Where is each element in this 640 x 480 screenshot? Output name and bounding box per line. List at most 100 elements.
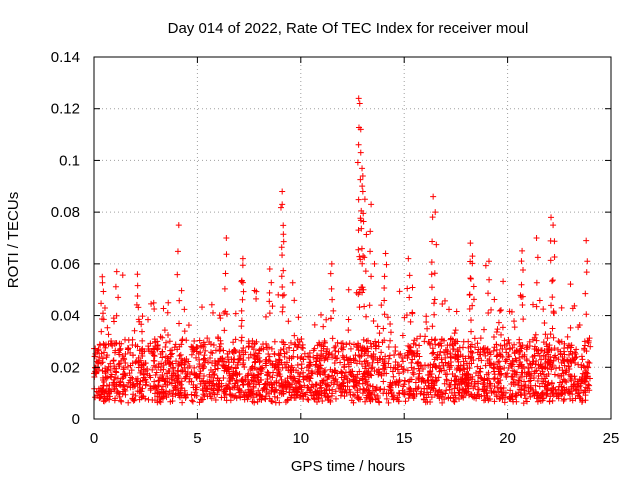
- data-point: [116, 379, 123, 386]
- data-point: [548, 214, 555, 221]
- data-point: [408, 359, 415, 366]
- data-point: [230, 339, 237, 346]
- data-point: [254, 356, 261, 363]
- data-point: [245, 338, 252, 345]
- data-point: [429, 323, 436, 330]
- data-point: [430, 379, 437, 386]
- data-point: [340, 343, 347, 350]
- data-point: [290, 347, 297, 354]
- data-point: [551, 345, 558, 352]
- data-point: [574, 392, 581, 399]
- data-point: [500, 385, 507, 392]
- data-point: [291, 341, 298, 348]
- data-point: [341, 393, 348, 400]
- data-point: [136, 381, 143, 388]
- data-point: [502, 394, 509, 401]
- data-point: [299, 390, 306, 397]
- data-point: [174, 379, 181, 386]
- data-point: [404, 352, 411, 359]
- data-point: [578, 353, 585, 360]
- data-point: [159, 354, 166, 361]
- data-point: [357, 217, 364, 224]
- data-point: [230, 356, 237, 363]
- data-point: [577, 395, 584, 402]
- data-point: [582, 367, 589, 374]
- data-point: [245, 388, 252, 395]
- data-point: [236, 385, 243, 392]
- data-point: [210, 385, 217, 392]
- data-point: [122, 359, 129, 366]
- data-point: [282, 399, 289, 406]
- data-point: [116, 351, 123, 358]
- data-point: [507, 387, 514, 394]
- data-point: [157, 399, 164, 406]
- data-point: [174, 271, 181, 278]
- data-point: [561, 357, 568, 364]
- data-point: [346, 386, 353, 393]
- data-point: [297, 355, 304, 362]
- data-point: [119, 375, 126, 382]
- data-point: [188, 397, 195, 404]
- data-point: [200, 365, 207, 372]
- data-point: [133, 377, 140, 384]
- data-point: [510, 376, 517, 383]
- data-point: [188, 351, 195, 358]
- data-point: [364, 392, 371, 399]
- data-point: [193, 345, 200, 352]
- data-point: [361, 365, 368, 372]
- data-point: [362, 268, 369, 275]
- data-point: [318, 311, 325, 318]
- data-point: [100, 376, 107, 383]
- data-point: [462, 372, 469, 379]
- data-point: [477, 346, 484, 353]
- data-point: [187, 371, 194, 378]
- data-point: [113, 383, 120, 390]
- data-point: [511, 324, 518, 331]
- data-point: [515, 363, 522, 370]
- data-point: [511, 318, 518, 325]
- data-point: [431, 391, 438, 398]
- data-point: [534, 378, 541, 385]
- data-point: [301, 350, 308, 357]
- data-point: [501, 342, 508, 349]
- data-point: [268, 279, 275, 286]
- data-point: [560, 397, 567, 404]
- data-point: [546, 398, 553, 405]
- data-point: [446, 342, 453, 349]
- data-point: [404, 367, 411, 374]
- data-point: [568, 359, 575, 366]
- data-point: [359, 284, 366, 291]
- data-point: [427, 341, 434, 348]
- data-point: [490, 333, 497, 340]
- data-point: [367, 228, 374, 235]
- data-point: [538, 347, 545, 354]
- data-point: [265, 351, 272, 358]
- data-point: [500, 278, 507, 285]
- data-point: [129, 341, 136, 348]
- data-point: [378, 371, 385, 378]
- data-point: [358, 347, 365, 354]
- data-point: [371, 391, 378, 398]
- data-point: [561, 384, 568, 391]
- data-point: [583, 348, 590, 355]
- data-point: [404, 285, 411, 292]
- data-point: [320, 369, 327, 376]
- data-point: [232, 310, 239, 317]
- data-point: [494, 326, 501, 333]
- data-point: [429, 350, 436, 357]
- data-point: [139, 313, 146, 320]
- data-point: [280, 339, 287, 346]
- data-point: [176, 390, 183, 397]
- data-point: [376, 355, 383, 362]
- data-point: [551, 238, 558, 245]
- data-point: [474, 340, 481, 347]
- data-point: [405, 255, 412, 262]
- data-point: [151, 305, 158, 312]
- data-point: [407, 385, 414, 392]
- data-point: [115, 294, 122, 301]
- data-point: [139, 345, 146, 352]
- data-point: [332, 376, 339, 383]
- data-point: [96, 354, 103, 361]
- data-point: [266, 298, 273, 305]
- data-point: [354, 394, 361, 401]
